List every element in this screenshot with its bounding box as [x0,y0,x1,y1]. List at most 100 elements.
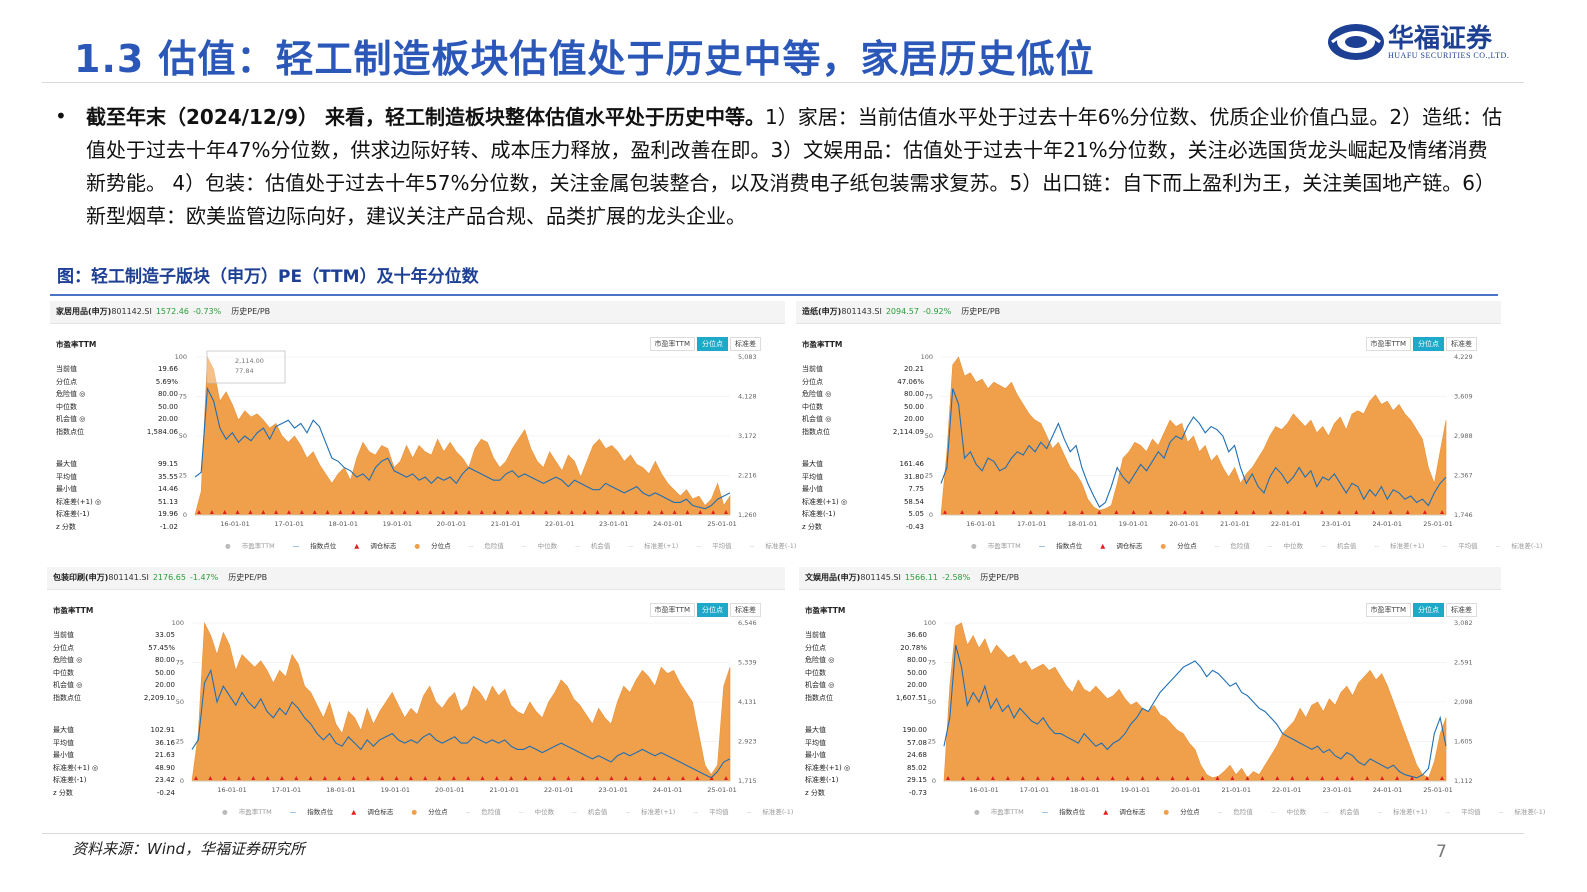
legend-item[interactable]: — 指数点位 [1038,542,1083,550]
legend-item[interactable]: -- 平均值 [1442,542,1478,550]
legend-item[interactable]: -- 中位数 [1270,808,1307,816]
stat-label: 标准差(-1) [802,510,836,518]
tab-percentile[interactable]: 分位点 [697,603,728,617]
legend-item[interactable]: ● 分位点 [1160,542,1197,550]
legend-label: 标准差(+1) [1390,542,1425,550]
stat-row: 危险值 ◎ 80.00 [805,654,927,667]
legend-item[interactable]: ● 市盈率TTM [225,542,275,550]
chart-tabs: 市盈率TTM 分位点 标准差 [1364,603,1477,617]
legend-item[interactable]: -- 危险值 [468,542,504,550]
tab-percentile[interactable]: 分位点 [1413,603,1444,617]
stat-value: 99.15 [157,460,178,468]
legend-item[interactable]: — 指数点位 [289,808,334,816]
stat-label: 当前值 [802,365,823,373]
legend-item[interactable]: ▲ 调仓标志 [351,808,394,816]
rebalance-marker [1305,776,1310,780]
legend-item[interactable]: ▲ 调仓标志 [1100,542,1143,550]
x-tick: 17-01-01 [1020,786,1050,794]
rebalance-marker [1251,510,1256,514]
tab-pe-ttm[interactable]: 市盈率TTM [1365,603,1411,617]
tab-stddev[interactable]: 标准差 [730,603,761,617]
rebalance-marker [685,510,690,514]
y-right-tick: 5,339 [738,659,757,667]
legend-item[interactable]: — 指数点位 [1041,808,1086,816]
stat-label: 危险值 ◎ [56,390,86,398]
rebalance-marker [380,776,385,780]
legend-item[interactable]: -- 平均值 [1445,808,1481,816]
hist-pe-pb-link[interactable]: 历史PE/PB [961,307,1001,316]
legend-item[interactable]: -- 危险值 [465,808,501,816]
legend-item[interactable]: -- 危险值 [1217,808,1253,816]
legend-item[interactable]: ● 分位点 [1163,808,1200,816]
legend-item[interactable]: -- 中位数 [518,808,555,816]
rebalance-marker [672,510,677,514]
legend-item[interactable]: -- 标准差(-1) [1495,542,1543,550]
legend-item[interactable]: -- 中位数 [1267,542,1304,550]
legend-item[interactable]: -- 标准差(+1) [1377,808,1428,816]
legend-item[interactable]: -- 危险值 [1214,542,1250,550]
tab-stddev[interactable]: 标准差 [730,337,761,351]
stat-value: 20.78% [900,643,927,652]
legend-item[interactable]: -- 标准差(+1) [628,542,679,550]
stat-value: 36.60 [906,631,927,639]
rebalance-marker [977,510,982,514]
legend-item[interactable]: -- 标准差(-1) [1498,808,1546,816]
legend-item[interactable]: -- 平均值 [696,542,732,550]
stat-row: 当前值 33.05 [53,629,175,642]
rebalance-marker [248,510,253,514]
stat-row: 危险值 ◎ 80.00 [56,388,178,401]
legend-label: 分位点 [428,808,448,816]
legend-item[interactable]: -- 平均值 [693,808,729,816]
legend-item[interactable]: ● 分位点 [414,542,451,550]
title-divider [42,82,1524,83]
hist-pe-pb-link[interactable]: 历史PE/PB [980,573,1020,582]
legend-item[interactable]: -- 标准差(-1) [749,542,797,550]
legend-item[interactable]: ▲ 调仓标志 [1103,808,1146,816]
stats-table: 当前值 19.66 分位点 5.69% 危险值 ◎ 80.00 中位数 50.00 机会值 ◎ 2… [56,363,178,533]
legend-label: 分位点 [1180,808,1200,816]
legend-item[interactable]: ● 市盈率TTM [222,808,272,816]
tab-pe-ttm[interactable]: 市盈率TTM [1365,337,1411,351]
legend-item[interactable]: -- 标准差(-1) [746,808,794,816]
stat-value: 50.00 [906,668,927,677]
stat-label: 最大值 [802,460,823,468]
chart-legend: ● 市盈率TTM — 指数点位 ▲ 调仓标志 ● 分位点 -- 危险值 -- 中位数 -- … [225,540,814,550]
stat-row: 标准差(+1) ◎ 85.02 [805,762,927,775]
legend-item[interactable]: -- 标准差(+1) [1374,542,1425,550]
legend-item[interactable]: -- 机会值 [572,808,608,816]
legend-item[interactable]: ▲ 调仓标志 [354,542,397,550]
hover-tooltip [206,350,286,384]
index-line [194,386,731,510]
index-change: -1.47% [189,573,219,582]
stat-value: 5.69% [155,377,178,386]
legend-item[interactable]: -- 中位数 [521,542,558,550]
index-code: 801143.SI [841,307,882,316]
tooltip-value: 2,114.00 [235,357,264,365]
stat-label: 分位点 [53,643,74,652]
tab-stddev[interactable]: 标准差 [1446,337,1477,351]
legend-item[interactable]: -- 机会值 [1321,542,1357,550]
legend-item[interactable]: -- 标准差(+1) [625,808,676,816]
tab-stddev[interactable]: 标准差 [1446,603,1477,617]
stat-label: 指数点位 [802,427,830,436]
legend-item[interactable]: -- 机会值 [1324,808,1360,816]
stat-value: 57.08 [906,738,927,747]
tab-pe-ttm[interactable]: 市盈率TTM [649,337,695,351]
hist-pe-pb-link[interactable]: 历史PE/PB [228,573,268,582]
stat-value: 19.96 [157,510,178,518]
stat-row: 危险值 ◎ 80.00 [802,388,924,401]
hist-pe-pb-link[interactable]: 历史PE/PB [231,307,271,316]
legend-label: 调仓标志 [1119,808,1146,816]
stats-table: 当前值 20.21 分位点 47.06% 危险值 ◎ 80.00 中位数 50.00 机会值 ◎… [802,363,924,533]
rebalance-marker [394,776,399,780]
stat-row: 最小值 24.68 [805,749,927,762]
tab-pe-ttm[interactable]: 市盈率TTM [649,603,695,617]
stat-value: 23.42 [154,776,175,784]
legend-item[interactable]: ● 市盈率TTM [974,808,1024,816]
legend-item[interactable]: — 指数点位 [292,542,337,550]
tab-percentile[interactable]: 分位点 [1413,337,1444,351]
tab-percentile[interactable]: 分位点 [697,337,728,351]
legend-item[interactable]: ● 市盈率TTM [971,542,1021,550]
legend-item[interactable]: -- 机会值 [575,542,611,550]
legend-item[interactable]: ● 分位点 [411,808,448,816]
